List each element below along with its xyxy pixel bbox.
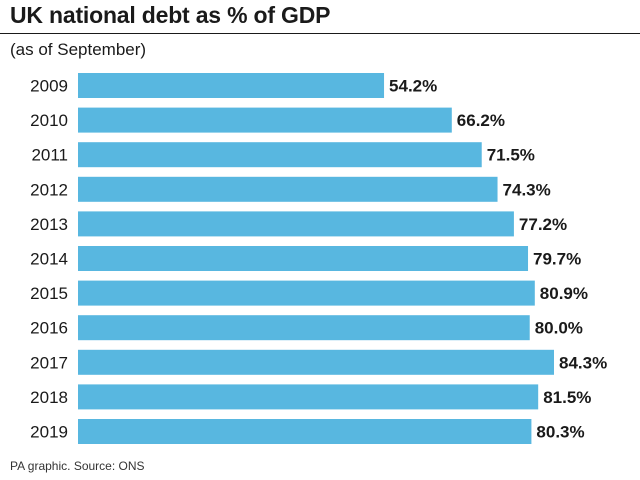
bar-2012 (78, 176, 498, 202)
bar-2016 (78, 315, 530, 341)
category-label-2017: 2017 (30, 353, 68, 372)
bar-2014 (78, 246, 529, 271)
category-label-2012: 2012 (30, 180, 68, 199)
chart-title: UK national debt as % of GDP (10, 2, 331, 28)
category-label-2011: 2011 (31, 146, 68, 165)
value-label-2016: 80.0% (535, 319, 583, 338)
category-label-2016: 2016 (30, 319, 68, 338)
chart-subtitle: (as of September) (10, 40, 147, 59)
bar-2017 (78, 349, 554, 375)
category-label-2009: 2009 (30, 77, 68, 96)
source-credit: PA graphic. Source: ONS (10, 459, 145, 473)
bar-2011 (78, 142, 482, 168)
value-label-2014: 79.7% (533, 250, 581, 269)
value-label-2017: 84.3% (559, 353, 607, 372)
category-label-2018: 2018 (30, 388, 68, 407)
value-label-2019: 80.3% (536, 423, 584, 442)
category-label-2019: 2019 (30, 423, 68, 442)
value-label-2011: 71.5% (487, 146, 535, 165)
bar-2009 (78, 73, 385, 98)
title-divider (0, 33, 640, 34)
bar-2019 (78, 419, 532, 444)
bar-2018 (78, 384, 539, 410)
value-label-2015: 80.9% (540, 284, 588, 303)
value-label-2013: 77.2% (519, 215, 567, 234)
value-label-2018: 81.5% (543, 388, 591, 407)
category-label-2013: 2013 (30, 215, 68, 234)
bar-2013 (78, 211, 514, 237)
value-label-2009: 54.2% (389, 77, 437, 96)
category-label-2014: 2014 (30, 250, 68, 269)
bar-2015 (78, 280, 535, 306)
bar-2010 (78, 107, 452, 133)
category-label-2010: 2010 (30, 111, 68, 130)
value-label-2010: 66.2% (457, 111, 505, 130)
value-label-2012: 74.3% (503, 180, 551, 199)
category-label-2015: 2015 (30, 284, 68, 303)
